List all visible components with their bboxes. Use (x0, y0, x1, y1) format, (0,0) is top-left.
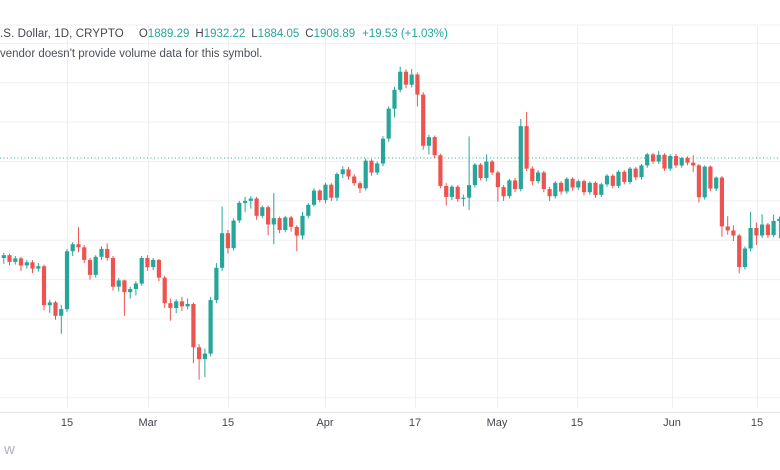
x-axis-tick-label: Jun (663, 417, 681, 429)
change-value: +19.53 (+1.03%) (362, 28, 448, 40)
low-value: 1884.05 (257, 28, 300, 40)
low-label: L (251, 28, 258, 40)
x-axis-tick-label: Apr (316, 417, 334, 429)
horizontal-gridlines (0, 42, 780, 399)
x-axis-tick-label: May (486, 417, 508, 429)
open-value: 1889.29 (147, 28, 190, 40)
close-value: 1908.89 (313, 28, 356, 40)
x-axis-tick-label: 15 (60, 417, 74, 429)
x-axis-tick-label: 17 (408, 417, 422, 429)
x-axis-tick-label: 15 (750, 417, 764, 429)
x-axis-tick-label: 15 (570, 417, 584, 429)
high-value: 1932.22 (203, 28, 246, 40)
close-label: C (305, 28, 314, 40)
watermark-logo: w (4, 441, 15, 458)
symbol-title: .S. Dollar, 1D, CRYPTO (0, 28, 124, 40)
symbol-legend: .S. Dollar, 1D, CRYPTO O1889.29 H1932.22 L1… (0, 26, 448, 42)
x-axis-tick-label: Mar (138, 417, 158, 429)
time-axis[interactable]: 15 Mar 15 Apr 17 May 15 Jun 15 (0, 413, 780, 435)
candles[interactable] (1, 66, 780, 380)
x-axis-tick-label: 15 (221, 417, 235, 429)
high-label: H (195, 28, 204, 40)
vertical-gridlines (67, 25, 758, 408)
volume-note: vendor doesn't provide volume data for t… (0, 48, 263, 60)
open-label: O (138, 28, 148, 40)
